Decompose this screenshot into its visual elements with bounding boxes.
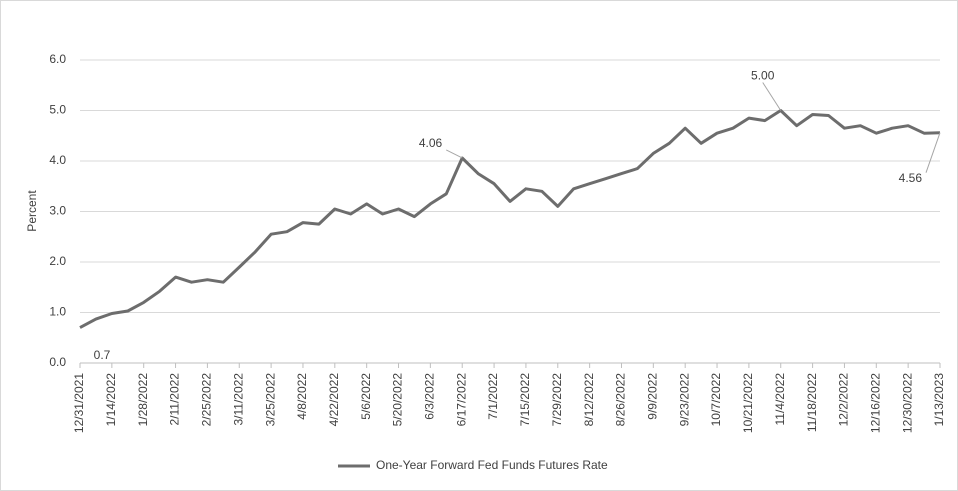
x-tick-label: 12/2/2022 — [837, 373, 851, 427]
x-tick-label: 9/9/2022 — [646, 373, 660, 420]
x-tick-label: 12/30/2022 — [900, 373, 914, 433]
x-tick-label: 3/25/2022 — [263, 373, 277, 427]
x-tick-label: 4/8/2022 — [295, 373, 309, 420]
y-tick-label: 3.0 — [49, 204, 66, 218]
x-tick-label: 11/4/2022 — [773, 373, 787, 426]
data-label: 4.56 — [899, 171, 923, 185]
x-tick-label: 2/25/2022 — [200, 373, 214, 427]
leader-line — [925, 132, 941, 173]
x-tick-label: 7/15/2022 — [518, 373, 532, 427]
leader-line — [762, 82, 782, 111]
data-label: 4.06 — [419, 136, 443, 150]
x-tick-label: 10/7/2022 — [709, 373, 723, 427]
x-tick-label: 5/20/2022 — [391, 373, 405, 427]
x-tick-label: 8/12/2022 — [582, 373, 596, 427]
x-tick-label: 4/22/2022 — [327, 373, 341, 427]
y-tick-label: 1.0 — [49, 305, 66, 319]
x-tick-label: 7/29/2022 — [550, 373, 564, 427]
data-line — [79, 109, 941, 329]
x-tick-label: 1/28/2022 — [136, 373, 150, 427]
x-tick-label: 8/26/2022 — [614, 373, 628, 427]
x-tick-label: 6/17/2022 — [454, 373, 468, 427]
x-tick-label: 6/3/2022 — [423, 373, 437, 420]
x-tick-label: 11/18/2022 — [805, 373, 819, 432]
data-label: 0.7 — [94, 348, 111, 362]
x-tick-label: 1/14/2022 — [104, 373, 118, 427]
x-tick-label: 12/31/2021 — [72, 373, 86, 433]
x-tick-label: 10/21/2022 — [741, 373, 755, 433]
legend-label: One-Year Forward Fed Funds Futures Rate — [376, 458, 608, 472]
leader-line — [445, 149, 463, 159]
y-tick-label: 4.0 — [49, 153, 66, 167]
y-tick-label: 0.0 — [49, 355, 66, 369]
y-tick-label: 6.0 — [49, 52, 66, 66]
x-tick-label: 5/6/2022 — [359, 373, 373, 420]
x-tick-label: 9/23/2022 — [677, 373, 691, 427]
y-tick-label: 5.0 — [49, 103, 66, 117]
y-axis-label: Percent — [25, 190, 39, 232]
x-tick-label: 12/16/2022 — [868, 373, 882, 433]
x-tick-label: 1/13/2023 — [932, 373, 946, 427]
x-tick-label: 7/1/2022 — [486, 373, 500, 420]
x-tick-label: 2/11/2022 — [168, 373, 182, 426]
x-tick-label: 3/11/2022 — [231, 373, 245, 426]
data-label: 5.00 — [751, 69, 775, 83]
y-tick-label: 2.0 — [49, 254, 66, 268]
